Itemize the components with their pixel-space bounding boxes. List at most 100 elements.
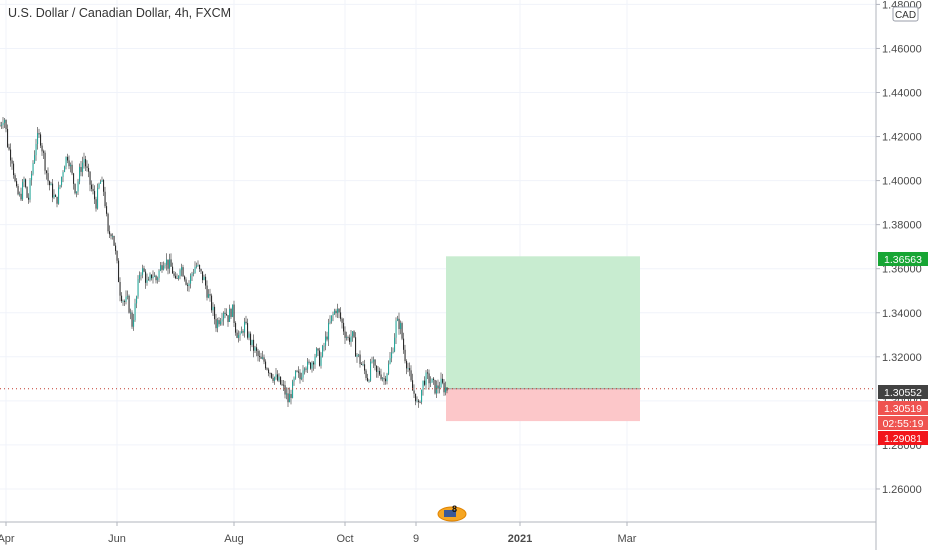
candle bbox=[230, 307, 232, 319]
candle bbox=[242, 329, 244, 336]
candle-body bbox=[445, 387, 447, 393]
candle-body bbox=[277, 374, 279, 381]
candle-body bbox=[19, 193, 21, 195]
time-tick-label: Apr bbox=[0, 533, 15, 545]
loss-zone[interactable] bbox=[446, 388, 640, 422]
candle bbox=[163, 261, 165, 271]
candle bbox=[16, 178, 18, 188]
svg-text:CAD: CAD bbox=[895, 10, 916, 21]
candle-body bbox=[109, 231, 111, 235]
candle bbox=[115, 242, 117, 255]
candle bbox=[298, 366, 300, 378]
candle bbox=[284, 380, 286, 399]
candle bbox=[359, 350, 361, 368]
candle bbox=[178, 275, 180, 281]
candle bbox=[434, 379, 436, 395]
candle bbox=[424, 376, 426, 387]
candle-body bbox=[437, 385, 439, 389]
candle-body bbox=[209, 294, 211, 296]
candle bbox=[257, 348, 259, 362]
candle bbox=[395, 317, 397, 345]
candle bbox=[340, 307, 342, 322]
candle bbox=[436, 380, 438, 399]
candle bbox=[355, 332, 357, 357]
price-tick-label: 1.44000 bbox=[882, 88, 922, 100]
events-count: 8 bbox=[452, 504, 457, 514]
candle bbox=[47, 167, 49, 186]
candle-body bbox=[335, 310, 337, 314]
candle-body bbox=[406, 361, 408, 369]
candle bbox=[238, 330, 240, 343]
candle-body bbox=[101, 180, 103, 182]
candle bbox=[61, 176, 63, 188]
candle-body bbox=[38, 133, 40, 135]
candle-body bbox=[410, 370, 412, 381]
position-zones[interactable] bbox=[446, 256, 640, 422]
candle-body bbox=[212, 306, 214, 311]
candle bbox=[241, 326, 243, 334]
currency-button[interactable]: CAD bbox=[892, 6, 919, 22]
candle-body bbox=[50, 183, 52, 186]
candle-body bbox=[379, 370, 381, 375]
candle-body bbox=[73, 173, 75, 184]
candle-body bbox=[203, 276, 205, 281]
candle bbox=[134, 298, 136, 322]
candle bbox=[313, 361, 315, 371]
candle bbox=[127, 290, 129, 300]
candle bbox=[145, 269, 147, 289]
candle bbox=[224, 308, 226, 319]
candle bbox=[209, 288, 211, 302]
candle-body bbox=[92, 188, 94, 192]
candle-body bbox=[80, 166, 82, 172]
candle bbox=[371, 356, 373, 364]
candle bbox=[97, 183, 99, 210]
price-tick-label: 1.42000 bbox=[882, 132, 922, 144]
events-badge[interactable]: 8 bbox=[437, 504, 467, 522]
candle-body bbox=[251, 339, 253, 345]
candle-body bbox=[82, 162, 84, 172]
candle bbox=[389, 352, 391, 365]
candle bbox=[112, 233, 114, 240]
candle bbox=[19, 191, 21, 197]
candle-body bbox=[74, 183, 76, 194]
candle-body bbox=[389, 358, 391, 364]
candle bbox=[197, 260, 199, 267]
candle-body bbox=[415, 393, 417, 402]
candle bbox=[98, 182, 100, 190]
candle-body bbox=[352, 331, 354, 337]
candle-body bbox=[125, 296, 127, 302]
price-tag-label: 1.30519 bbox=[884, 403, 922, 415]
candle bbox=[124, 299, 126, 307]
candle-body bbox=[206, 285, 208, 298]
candle bbox=[320, 352, 322, 369]
candle bbox=[251, 339, 253, 348]
candle bbox=[428, 369, 430, 390]
candle bbox=[77, 178, 79, 196]
candle-body bbox=[394, 337, 396, 352]
profit-zone[interactable] bbox=[446, 256, 640, 389]
price-tag-bg bbox=[878, 401, 928, 415]
candle-body bbox=[119, 282, 121, 296]
candle bbox=[217, 317, 219, 333]
candle-body bbox=[412, 380, 414, 391]
candle-body bbox=[28, 197, 30, 200]
candle-body bbox=[224, 312, 226, 314]
candle-body bbox=[22, 182, 24, 200]
candle-body bbox=[446, 387, 448, 391]
candle-body bbox=[31, 173, 33, 181]
candle bbox=[394, 333, 396, 353]
candle-body bbox=[121, 295, 123, 302]
candle-body bbox=[145, 271, 147, 283]
candle bbox=[164, 262, 166, 269]
candle bbox=[125, 290, 127, 305]
candle-body bbox=[34, 155, 36, 164]
candle-body bbox=[173, 273, 175, 276]
candle-body bbox=[64, 166, 66, 173]
candle-body bbox=[268, 369, 270, 374]
candle-body bbox=[59, 185, 61, 188]
candle bbox=[118, 258, 120, 283]
candle bbox=[4, 117, 6, 129]
candle-body bbox=[107, 213, 109, 232]
candle-body bbox=[32, 163, 34, 174]
